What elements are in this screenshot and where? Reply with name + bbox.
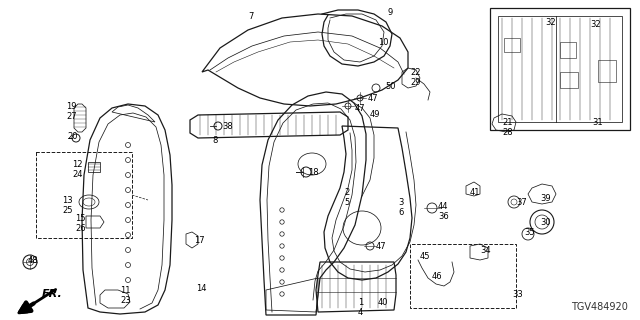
Text: 35: 35 — [524, 228, 534, 237]
Text: 22: 22 — [410, 68, 420, 77]
Text: 41: 41 — [470, 188, 481, 197]
Text: 33: 33 — [512, 290, 523, 299]
Text: 21: 21 — [502, 118, 513, 127]
Text: 28: 28 — [502, 128, 513, 137]
Text: 47: 47 — [368, 94, 379, 103]
Text: 45: 45 — [420, 252, 431, 261]
Text: 24: 24 — [72, 170, 83, 179]
Text: 18: 18 — [308, 168, 319, 177]
Text: 20: 20 — [67, 132, 77, 141]
Text: 27: 27 — [66, 112, 77, 121]
Text: 31: 31 — [592, 118, 603, 127]
Text: 4: 4 — [358, 308, 364, 317]
Text: 10: 10 — [378, 38, 388, 47]
Text: 12: 12 — [72, 160, 83, 169]
Text: 32: 32 — [590, 20, 600, 29]
Text: 6: 6 — [398, 208, 403, 217]
Text: 13: 13 — [62, 196, 72, 205]
Text: 3: 3 — [398, 198, 403, 207]
Text: 19: 19 — [66, 102, 77, 111]
Text: 8: 8 — [212, 136, 218, 145]
Text: 50: 50 — [385, 82, 396, 91]
Text: 26: 26 — [75, 224, 86, 233]
Text: 25: 25 — [62, 206, 72, 215]
Text: 38: 38 — [222, 122, 233, 131]
Text: TGV484920: TGV484920 — [571, 302, 628, 312]
Text: 46: 46 — [432, 272, 443, 281]
Text: 15: 15 — [75, 214, 86, 223]
Text: 11: 11 — [120, 286, 131, 295]
Text: 32: 32 — [545, 18, 556, 27]
Text: 2: 2 — [344, 188, 349, 197]
Text: 7: 7 — [248, 12, 253, 21]
Text: FR.: FR. — [42, 289, 63, 299]
Text: 37: 37 — [516, 198, 527, 207]
Text: 23: 23 — [120, 296, 131, 305]
Text: 47: 47 — [376, 242, 387, 251]
Text: 17: 17 — [194, 236, 205, 245]
Text: 9: 9 — [388, 8, 393, 17]
Text: 36: 36 — [438, 212, 449, 221]
Text: 49: 49 — [370, 110, 381, 119]
Text: 39: 39 — [540, 194, 550, 203]
Text: 5: 5 — [344, 198, 349, 207]
Text: 40: 40 — [378, 298, 388, 307]
Text: 34: 34 — [480, 246, 491, 255]
Text: 30: 30 — [540, 218, 550, 227]
Text: 44: 44 — [438, 202, 449, 211]
Text: 1: 1 — [358, 298, 364, 307]
Text: 14: 14 — [196, 284, 207, 293]
Text: 29: 29 — [410, 78, 420, 87]
Text: 47: 47 — [355, 104, 365, 113]
Text: 48: 48 — [28, 256, 38, 265]
